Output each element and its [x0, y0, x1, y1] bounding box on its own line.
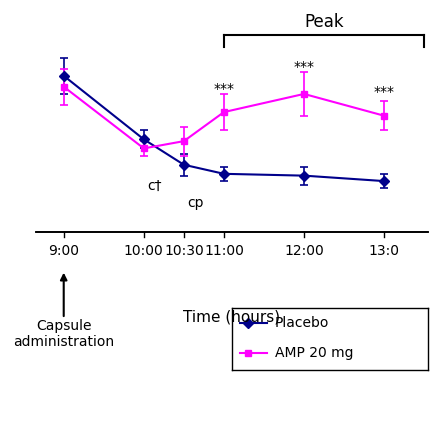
Text: ***: ***: [293, 60, 314, 74]
Text: 12:00: 12:00: [284, 244, 324, 258]
Text: cp: cp: [187, 196, 203, 210]
Text: 10:00: 10:00: [124, 244, 164, 258]
Text: AMP 20 mg: AMP 20 mg: [275, 346, 354, 359]
Text: ***: ***: [213, 82, 235, 96]
Text: ***: ***: [374, 85, 395, 99]
Text: 9:00: 9:00: [48, 244, 79, 258]
Text: 13:0: 13:0: [368, 244, 400, 258]
Text: c†: c†: [147, 179, 161, 193]
Text: Capsule
administration: Capsule administration: [13, 319, 114, 349]
Text: 10:30: 10:30: [164, 244, 204, 258]
Text: Time (hours): Time (hours): [183, 310, 281, 325]
Text: Peak: Peak: [304, 13, 344, 31]
Text: 11:00: 11:00: [204, 244, 244, 258]
Text: Placebo: Placebo: [275, 316, 330, 330]
